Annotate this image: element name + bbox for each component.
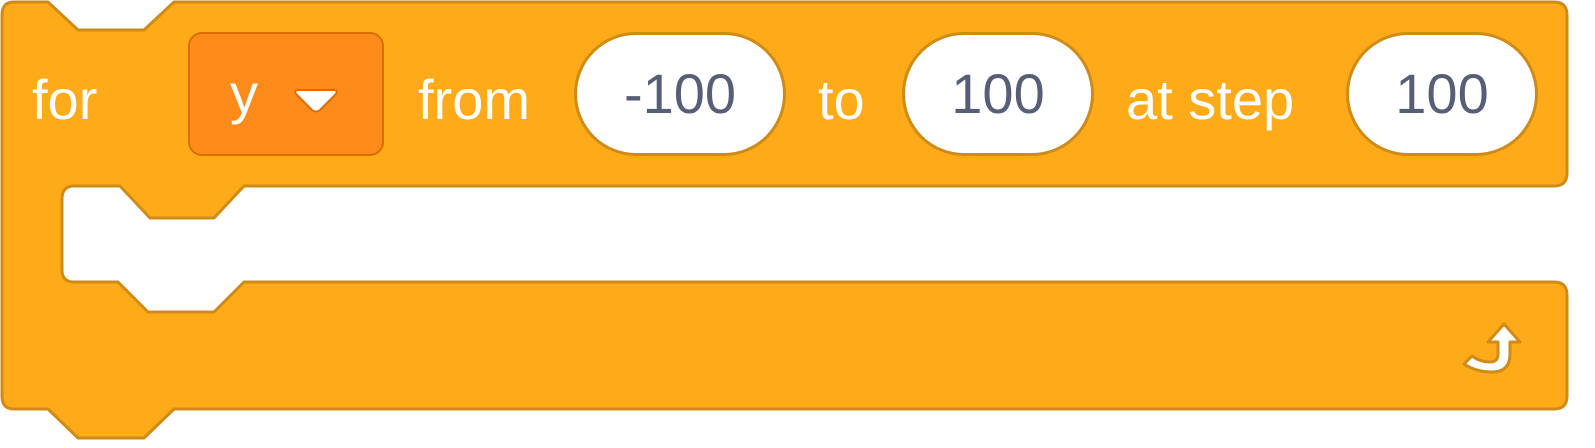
step-input[interactable]: 100: [1346, 32, 1538, 156]
variable-name: y: [230, 62, 258, 125]
from-input[interactable]: -100: [574, 32, 786, 156]
at-step-label: at step: [1126, 68, 1295, 131]
from-label: from: [418, 68, 530, 131]
variable-dropdown[interactable]: y: [188, 32, 384, 156]
repeat-arrow-icon: [1462, 322, 1522, 374]
to-input[interactable]: 100: [902, 32, 1094, 156]
chevron-down-icon[interactable]: [292, 84, 340, 114]
to-label: to: [818, 68, 865, 131]
for-label: for: [32, 68, 98, 131]
